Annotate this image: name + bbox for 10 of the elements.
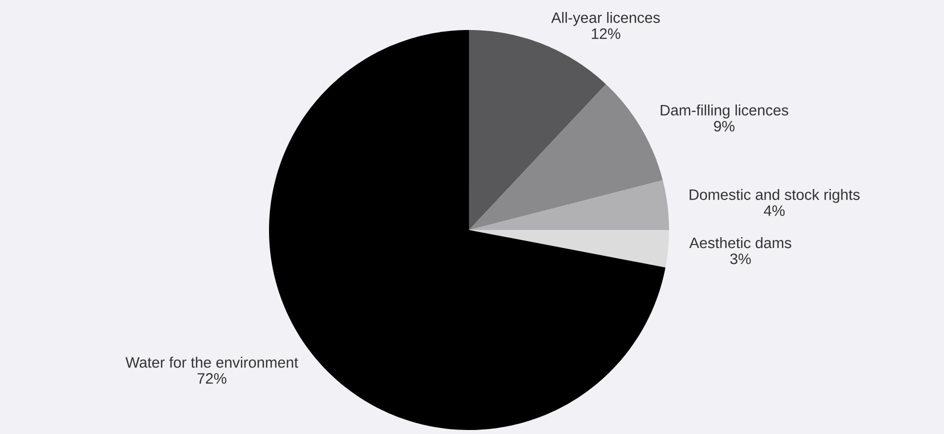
slice-label: Dam-filling licences xyxy=(660,104,788,118)
data-label: 3% xyxy=(730,254,751,264)
data-label: 4% xyxy=(764,205,785,216)
data-label: 12% xyxy=(592,28,620,39)
slice-label: Aesthetic dams xyxy=(689,237,792,248)
slice-label: All-year licences xyxy=(551,12,660,26)
slice-label: Domestic and stock rights xyxy=(690,188,860,203)
slice-label: Water for the environment xyxy=(126,356,298,368)
data-label: 72% xyxy=(198,373,226,384)
data-label: 9% xyxy=(714,120,734,132)
